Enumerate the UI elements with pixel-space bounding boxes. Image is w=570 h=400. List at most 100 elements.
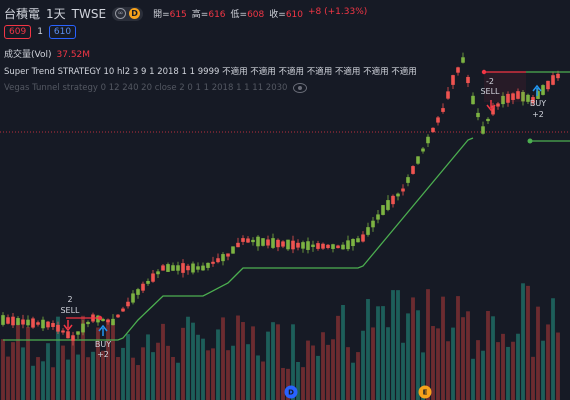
candle-body <box>421 148 425 152</box>
candle-body <box>31 318 35 328</box>
low-label: 低= <box>230 10 248 20</box>
candle-body <box>431 127 435 133</box>
candle-body <box>496 103 500 107</box>
volume-bar <box>531 356 535 400</box>
candle-body <box>51 323 55 327</box>
candle-body <box>221 254 225 262</box>
volume-bar <box>196 334 200 400</box>
volume-bar <box>186 316 190 400</box>
order-row: 609 1 610 <box>4 25 77 39</box>
candle-body <box>491 105 495 115</box>
bid-box[interactable]: 609 <box>4 25 32 39</box>
candle-body <box>96 315 100 323</box>
candle-body <box>21 319 25 325</box>
candle-body <box>41 319 45 329</box>
buy-qty-right: +2 <box>532 110 544 119</box>
volume-bar <box>281 367 285 400</box>
change-value: +8 (+1.33%) <box>308 7 368 17</box>
candle-body <box>266 239 270 246</box>
candle-body <box>216 258 220 263</box>
pill-letter: D <box>129 8 141 19</box>
sell-arrow-right <box>486 100 496 112</box>
volume-bar <box>191 322 195 400</box>
candle-body <box>541 85 545 95</box>
candle-body <box>146 280 150 284</box>
candle-body <box>186 265 190 271</box>
candle-body <box>281 241 285 247</box>
candle-body <box>106 319 110 323</box>
candle-body <box>556 73 560 79</box>
candle-body <box>536 91 540 99</box>
volume-bar <box>431 326 435 400</box>
eye-hidden-icon[interactable] <box>293 83 308 93</box>
candle-body <box>411 166 415 174</box>
candle-body <box>481 126 485 134</box>
candle-body <box>361 234 365 242</box>
volume-bar <box>391 290 395 400</box>
volume-bar <box>386 327 390 400</box>
candle-body <box>236 242 240 248</box>
volume-bar <box>306 340 310 400</box>
volume-bar <box>256 355 260 400</box>
supertrend-dot <box>527 138 533 144</box>
candle-body <box>416 156 420 164</box>
volume-bar <box>21 347 25 400</box>
volume-bar <box>266 331 270 400</box>
open-label: 開= <box>153 10 170 20</box>
pill[interactable]: ∞ D <box>112 6 144 21</box>
candle-body <box>256 236 260 247</box>
close-label: 收= <box>269 10 286 20</box>
volume-bar <box>521 283 525 400</box>
volume-bar <box>346 347 350 400</box>
candle-body <box>296 242 300 248</box>
candle-body <box>471 95 475 105</box>
candle-body <box>311 244 315 247</box>
volume-bar <box>101 350 105 400</box>
candle-body <box>486 118 490 122</box>
volume-bar <box>506 346 510 400</box>
volume-bar <box>326 344 330 400</box>
volume-bar <box>91 351 95 400</box>
interval-label[interactable]: 1天 <box>46 7 66 21</box>
spread-value: 1 <box>37 27 43 37</box>
high-label: 高= <box>191 10 209 20</box>
candle-body <box>476 112 480 118</box>
candle-body <box>396 193 400 197</box>
candle-body <box>6 317 10 324</box>
link-icon: ∞ <box>115 8 127 19</box>
candle-body <box>331 244 335 249</box>
candle-body <box>531 97 535 103</box>
volume-bar <box>16 321 20 400</box>
candle-body <box>131 293 135 303</box>
volume-bar <box>396 290 400 400</box>
candle-body <box>251 239 255 243</box>
volume-bar <box>76 354 80 400</box>
candle-body <box>441 108 445 112</box>
volume-bar <box>461 317 465 400</box>
volume-legend[interactable]: 成交量(Vol) 37.52M <box>4 47 90 60</box>
strategy2-legend[interactable]: Vegas Tunnel strategy 0 12 240 20 close … <box>4 83 308 93</box>
candle-body <box>156 271 160 275</box>
volume-value: 37.52M <box>56 50 91 60</box>
volume-bar <box>411 297 415 400</box>
ask-box[interactable]: 610 <box>48 25 77 39</box>
candle-body <box>246 238 250 243</box>
sell-label-left: SELL <box>60 306 80 315</box>
volume-bar <box>316 355 320 400</box>
volume-bar <box>81 315 85 400</box>
sell-arrow-left <box>63 320 73 332</box>
candle-body <box>241 238 245 242</box>
candle-body <box>291 240 295 250</box>
candle-body <box>381 205 385 215</box>
symbol-name[interactable]: 台積電 <box>4 7 41 21</box>
strategy1-legend[interactable]: Super Trend STRATEGY 10 hl2 3 9 1 2018 1… <box>4 67 417 77</box>
volume-bar <box>261 361 265 400</box>
volume-bar <box>236 315 240 400</box>
candle-body <box>376 214 380 220</box>
candle-body <box>211 261 215 264</box>
candle-body <box>526 94 530 102</box>
volume-bar <box>211 348 215 400</box>
volume-label: 成交量(Vol) <box>4 50 52 60</box>
